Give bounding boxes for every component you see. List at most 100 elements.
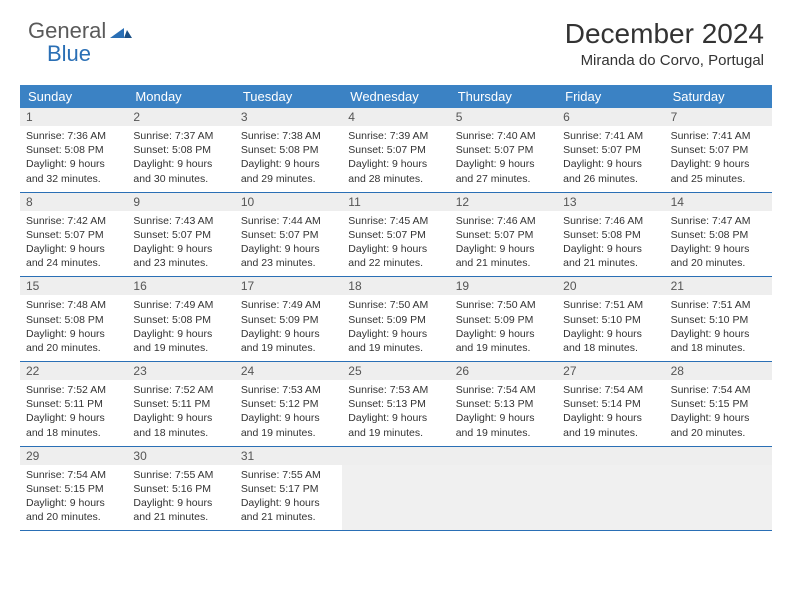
sunset-line: Sunset: 5:12 PM [241,397,336,411]
day-body: Sunrise: 7:43 AMSunset: 5:07 PMDaylight:… [127,211,234,277]
day-cell: 24Sunrise: 7:53 AMSunset: 5:12 PMDayligh… [235,362,342,446]
sunset-line: Sunset: 5:09 PM [348,313,443,327]
day-number: 12 [450,193,557,211]
day-number: 21 [665,277,772,295]
day-number-empty [342,447,449,465]
daylight-line: Daylight: 9 hours and 18 minutes. [26,411,121,439]
sunrise-line: Sunrise: 7:39 AM [348,129,443,143]
daylight-line: Daylight: 9 hours and 19 minutes. [563,411,658,439]
sunrise-line: Sunrise: 7:46 AM [563,214,658,228]
weekday-header: Tuesday [235,85,342,108]
day-body: Sunrise: 7:36 AMSunset: 5:08 PMDaylight:… [20,126,127,192]
daylight-line: Daylight: 9 hours and 21 minutes. [133,496,228,524]
day-body: Sunrise: 7:50 AMSunset: 5:09 PMDaylight:… [450,295,557,361]
sunset-line: Sunset: 5:15 PM [671,397,766,411]
sunrise-line: Sunrise: 7:36 AM [26,129,121,143]
day-number: 1 [20,108,127,126]
sunrise-line: Sunrise: 7:38 AM [241,129,336,143]
daylight-line: Daylight: 9 hours and 27 minutes. [456,157,551,185]
day-number: 26 [450,362,557,380]
daylight-line: Daylight: 9 hours and 28 minutes. [348,157,443,185]
sunrise-line: Sunrise: 7:54 AM [456,383,551,397]
daylight-line: Daylight: 9 hours and 18 minutes. [133,411,228,439]
sunset-line: Sunset: 5:14 PM [563,397,658,411]
sunset-line: Sunset: 5:07 PM [26,228,121,242]
day-cell: 21Sunrise: 7:51 AMSunset: 5:10 PMDayligh… [665,277,772,361]
day-number: 4 [342,108,449,126]
day-body: Sunrise: 7:40 AMSunset: 5:07 PMDaylight:… [450,126,557,192]
day-body: Sunrise: 7:54 AMSunset: 5:15 PMDaylight:… [20,465,127,531]
day-cell: 9Sunrise: 7:43 AMSunset: 5:07 PMDaylight… [127,193,234,277]
sunrise-line: Sunrise: 7:50 AM [456,298,551,312]
weekday-header: Monday [127,85,234,108]
daylight-line: Daylight: 9 hours and 19 minutes. [456,411,551,439]
day-cell: 27Sunrise: 7:54 AMSunset: 5:14 PMDayligh… [557,362,664,446]
sunrise-line: Sunrise: 7:49 AM [133,298,228,312]
day-cell: 16Sunrise: 7:49 AMSunset: 5:08 PMDayligh… [127,277,234,361]
sunset-line: Sunset: 5:09 PM [456,313,551,327]
sunset-line: Sunset: 5:11 PM [26,397,121,411]
sunrise-line: Sunrise: 7:41 AM [563,129,658,143]
day-body: Sunrise: 7:54 AMSunset: 5:14 PMDaylight:… [557,380,664,446]
daylight-line: Daylight: 9 hours and 19 minutes. [241,327,336,355]
sunrise-line: Sunrise: 7:51 AM [563,298,658,312]
day-body: Sunrise: 7:47 AMSunset: 5:08 PMDaylight:… [665,211,772,277]
sunset-line: Sunset: 5:08 PM [26,143,121,157]
day-cell: 3Sunrise: 7:38 AMSunset: 5:08 PMDaylight… [235,108,342,192]
day-body: Sunrise: 7:54 AMSunset: 5:15 PMDaylight:… [665,380,772,446]
daylight-line: Daylight: 9 hours and 18 minutes. [563,327,658,355]
day-number: 17 [235,277,342,295]
sunset-line: Sunset: 5:07 PM [241,228,336,242]
day-cell: 5Sunrise: 7:40 AMSunset: 5:07 PMDaylight… [450,108,557,192]
week-row: 29Sunrise: 7:54 AMSunset: 5:15 PMDayligh… [20,447,772,532]
day-cell: 2Sunrise: 7:37 AMSunset: 5:08 PMDaylight… [127,108,234,192]
day-body: Sunrise: 7:44 AMSunset: 5:07 PMDaylight:… [235,211,342,277]
day-body: Sunrise: 7:46 AMSunset: 5:07 PMDaylight:… [450,211,557,277]
sunset-line: Sunset: 5:11 PM [133,397,228,411]
daylight-line: Daylight: 9 hours and 19 minutes. [348,327,443,355]
sunrise-line: Sunrise: 7:54 AM [671,383,766,397]
day-number: 20 [557,277,664,295]
day-number-empty [450,447,557,465]
day-number: 25 [342,362,449,380]
weekday-header: Wednesday [342,85,449,108]
day-number-empty [557,447,664,465]
day-body: Sunrise: 7:52 AMSunset: 5:11 PMDaylight:… [127,380,234,446]
daylight-line: Daylight: 9 hours and 25 minutes. [671,157,766,185]
day-cell: 30Sunrise: 7:55 AMSunset: 5:16 PMDayligh… [127,447,234,531]
day-number: 24 [235,362,342,380]
week-row: 15Sunrise: 7:48 AMSunset: 5:08 PMDayligh… [20,277,772,362]
day-number: 6 [557,108,664,126]
weekday-header: Thursday [450,85,557,108]
day-number: 14 [665,193,772,211]
sunrise-line: Sunrise: 7:54 AM [563,383,658,397]
day-cell: 6Sunrise: 7:41 AMSunset: 5:07 PMDaylight… [557,108,664,192]
day-cell: 22Sunrise: 7:52 AMSunset: 5:11 PMDayligh… [20,362,127,446]
sunrise-line: Sunrise: 7:51 AM [671,298,766,312]
day-number: 28 [665,362,772,380]
weekday-header: Saturday [665,85,772,108]
day-body: Sunrise: 7:49 AMSunset: 5:08 PMDaylight:… [127,295,234,361]
day-number: 2 [127,108,234,126]
location: Miranda do Corvo, Portugal [565,52,764,69]
month-title: December 2024 [565,18,764,50]
sunset-line: Sunset: 5:13 PM [348,397,443,411]
sunset-line: Sunset: 5:07 PM [348,143,443,157]
daylight-line: Daylight: 9 hours and 21 minutes. [563,242,658,270]
daylight-line: Daylight: 9 hours and 22 minutes. [348,242,443,270]
sunrise-line: Sunrise: 7:45 AM [348,214,443,228]
day-body: Sunrise: 7:42 AMSunset: 5:07 PMDaylight:… [20,211,127,277]
day-number: 31 [235,447,342,465]
day-cell: 17Sunrise: 7:49 AMSunset: 5:09 PMDayligh… [235,277,342,361]
day-number: 7 [665,108,772,126]
header: General December 2024 Miranda do Corvo, … [0,0,792,75]
sunset-line: Sunset: 5:08 PM [133,313,228,327]
daylight-line: Daylight: 9 hours and 23 minutes. [133,242,228,270]
daylight-line: Daylight: 9 hours and 30 minutes. [133,157,228,185]
sunrise-line: Sunrise: 7:42 AM [26,214,121,228]
sunrise-line: Sunrise: 7:47 AM [671,214,766,228]
day-cell [557,447,664,531]
sunset-line: Sunset: 5:17 PM [241,482,336,496]
sunrise-line: Sunrise: 7:52 AM [26,383,121,397]
day-cell: 20Sunrise: 7:51 AMSunset: 5:10 PMDayligh… [557,277,664,361]
